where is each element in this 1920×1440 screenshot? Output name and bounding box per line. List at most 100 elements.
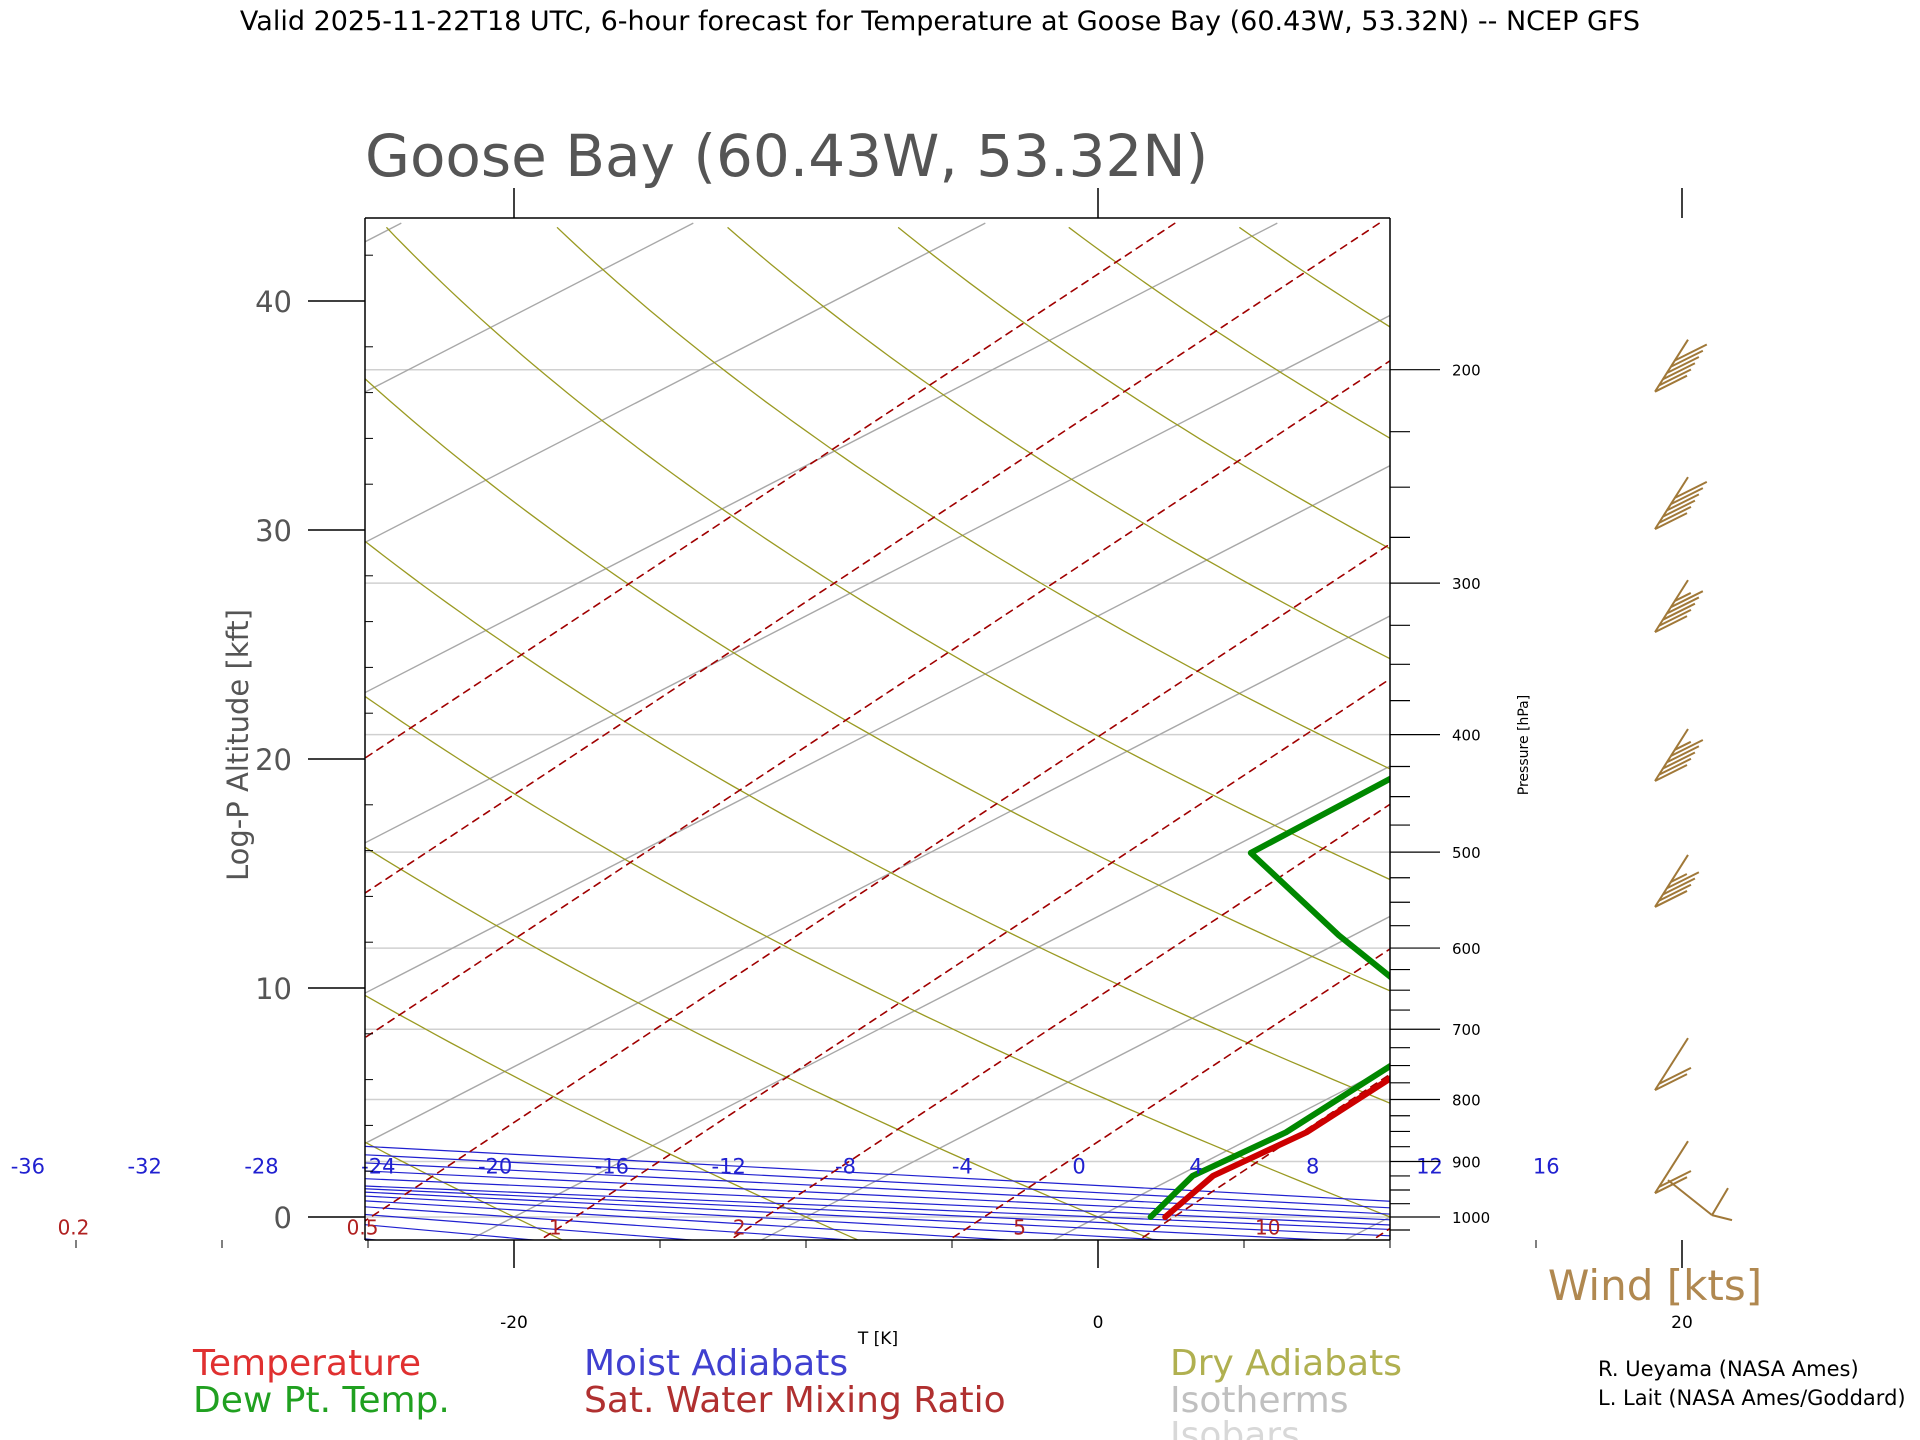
y-tick-label: 20 [255, 743, 292, 777]
moist-adiabat-line [365, 1238, 381, 1240]
wind-barb-flag [1662, 362, 1696, 381]
mixing-ratio-label: 10 [1255, 1215, 1280, 1239]
dewpoint-line [1147, 775, 1390, 1220]
moist-adiabat-line [365, 1145, 1390, 1202]
header-title: Valid 2025-11-22T18 UTC, 6-hour forecast… [240, 6, 1640, 37]
wind-barb [1654, 728, 1704, 782]
mixing-ratio-line [365, 222, 1381, 895]
wind-barb-flag [1658, 1170, 1692, 1188]
mixing-ratio-line [365, 543, 1390, 1222]
legend-moist-adiabats: Moist Adiabats [584, 1343, 848, 1384]
credit-line-1: R. Ueyama (NASA Ames) [1598, 1357, 1859, 1381]
mixing-ratio-label: 5 [1013, 1215, 1026, 1239]
temperature-line [1162, 1075, 1390, 1220]
pressure-axis-label: Pressure [hPa] [1516, 695, 1532, 795]
wind-barb-flag [1666, 871, 1700, 890]
legend-dewpoint: Dew Pt. Temp. [193, 1380, 450, 1421]
wind-barb [1654, 579, 1704, 634]
pressure-tick-label: 1000 [1452, 1209, 1490, 1227]
y-tick-label: 40 [255, 285, 292, 319]
moist-adiabat-line [365, 1162, 1390, 1215]
dry-adiabat-line [365, 1141, 564, 1240]
dry-adiabat-line [386, 227, 1390, 881]
wind-barb-flag [1662, 499, 1696, 518]
moist-adiabat-label: -28 [244, 1155, 278, 1179]
moist-adiabat-line [365, 1191, 1335, 1240]
legend-temperature: Temperature [192, 1343, 421, 1384]
dry-adiabat-line [1068, 227, 1390, 439]
moist-adiabat-label: -20 [478, 1155, 512, 1179]
dry-adiabat-line [1410, 228, 1920, 1245]
isotherm-line [759, 915, 1390, 1240]
isotherm-line [1343, 1216, 1390, 1240]
isotherm-line [0, 223, 109, 1244]
profile-lines [1147, 775, 1390, 1220]
wind-barb [1654, 339, 1708, 393]
wind-barb-flag [1654, 764, 1688, 782]
mixing-ratio-line [365, 222, 1176, 760]
background-lines [0, 222, 1920, 1245]
isotherm-line [365, 222, 402, 243]
wind-barb-flag [1674, 592, 1692, 602]
wind-barb-flag [1711, 1187, 1729, 1216]
wind-barb-flag [1674, 740, 1692, 751]
moist-adiabat-label: -32 [128, 1155, 162, 1179]
moist-adiabat-label: 16 [1533, 1155, 1560, 1179]
moist-adiabat-line [365, 1206, 858, 1240]
dry-adiabat-line [1752, 228, 1920, 1245]
wind-barb-flag [1654, 512, 1688, 530]
y-axis-label: Log-P Altitude [kft] [221, 609, 255, 881]
pressure-tick-label: 900 [1452, 1154, 1481, 1172]
mixing-ratio-line [728, 803, 1390, 1240]
dry-adiabat-line [556, 227, 1390, 770]
wind-barb-flag [1666, 493, 1700, 512]
moist-adiabat-line [365, 1224, 540, 1240]
isotherm-line [365, 222, 694, 393]
pressure-tick-label: 600 [1452, 940, 1481, 958]
moist-adiabat-label: 0 [1072, 1155, 1085, 1179]
mixing-ratio-label: 2 [733, 1215, 746, 1239]
moist-adiabat-line [365, 1170, 1390, 1221]
moist-adiabat-label: 4 [1189, 1155, 1202, 1179]
isotherm-line [365, 314, 1390, 844]
mixing-ratio-line [365, 359, 1390, 1039]
moist-adiabat-line [0, 228, 251, 1245]
wind-barb-staff [1654, 1140, 1689, 1194]
mixing-ratio-line [1599, 223, 1920, 1244]
isotherm-line [365, 222, 1278, 694]
isotherm-line [1051, 1065, 1390, 1240]
moist-adiabat-label: 12 [1416, 1155, 1443, 1179]
wind-barb-flag [1654, 615, 1688, 634]
wind-barb-flag [1658, 757, 1692, 776]
y-tick-label: 30 [255, 514, 292, 548]
y-tick-label: 10 [255, 972, 292, 1006]
wind-barb [1654, 854, 1700, 908]
dry-adiabat-line [365, 377, 1390, 992]
mixing-ratio-label: 0.5 [347, 1215, 379, 1239]
dry-adiabat-line [727, 227, 1390, 660]
moist-adiabat-label: -8 [835, 1155, 856, 1179]
wind-barb-flag [1670, 487, 1704, 506]
wind-barb [1654, 1037, 1692, 1092]
isotherm-line [467, 765, 1390, 1240]
moist-adiabat-line [365, 1178, 1390, 1226]
pressure-tick-label: 200 [1452, 362, 1481, 380]
wind-barb-flag [1658, 1067, 1692, 1085]
mixing-ratio-label: 1 [549, 1215, 562, 1239]
mixing-ratio-label: 0.2 [58, 1215, 90, 1239]
chart-title: Goose Bay (60.43W, 53.32N) [365, 122, 1208, 190]
dry-adiabat-line [897, 227, 1390, 550]
wind-barb-flag [1654, 374, 1688, 393]
moist-adiabat-line [0, 228, 85, 1245]
x-axis-label: T [K] [857, 1329, 898, 1349]
mixing-ratio-line [1833, 223, 1920, 1244]
pressure-tick-label: 800 [1452, 1092, 1481, 1110]
wind-barb-flag [1674, 481, 1708, 499]
dry-adiabat-line [365, 540, 1390, 1104]
isotherm-line [365, 615, 1390, 1145]
legend-isobars: Isobars [1170, 1415, 1300, 1440]
wind-barb-flag [1654, 1176, 1688, 1195]
wind-barb-flag [1658, 609, 1692, 627]
wind-barb-flag [1658, 883, 1692, 902]
